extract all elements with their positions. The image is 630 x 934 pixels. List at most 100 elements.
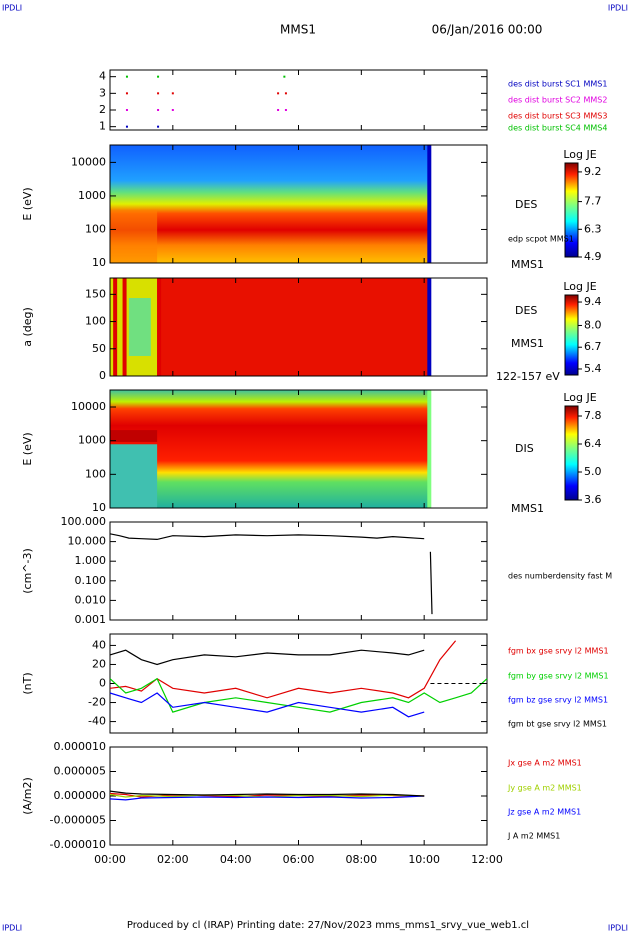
x-tick-label: 00:00 — [94, 853, 126, 866]
burst-mark — [157, 75, 160, 78]
footer: Produced by cl (IRAP) Printing date: 27/… — [127, 920, 529, 931]
x-tick-label: 04:00 — [220, 853, 252, 866]
legend-entry: Jy gse A m2 MMS1 — [507, 784, 582, 793]
spectrogram — [128, 298, 151, 356]
panel-frame — [109, 69, 488, 131]
legend-entry: fgm by gse srvy l2 MMS1 — [508, 672, 609, 681]
y-tick-label: 10.000 — [68, 535, 107, 548]
x-tick-label: 08:00 — [345, 853, 377, 866]
y-axis-label: a (deg) — [21, 307, 34, 347]
y-tick-label: 3 — [99, 86, 106, 99]
colorbar — [564, 162, 579, 258]
legend-entry: Jz gse A m2 MMS1 — [507, 808, 581, 817]
side-label: edp scpot MMS1 — [508, 235, 574, 244]
y-tick-label: 20 — [92, 657, 106, 670]
y-axis-label: (cm^-3) — [21, 548, 34, 594]
mission: MMS1 — [280, 23, 316, 37]
legend-entry: fgm bx gse srvy l2 MMS1 — [508, 647, 609, 656]
y-tick-label: 10 — [92, 256, 106, 269]
data-line — [109, 795, 425, 801]
y-tick-label: 0.010 — [75, 593, 107, 606]
y-tick-label: 100 — [85, 315, 106, 328]
y-tick-label: 40 — [92, 638, 106, 651]
corner-mark: IPDLI — [2, 924, 22, 933]
burst-mark — [157, 125, 160, 128]
data-line — [109, 692, 425, 718]
colorbar-tick-label: 5.4 — [584, 362, 602, 375]
corner-mark: IPDLI — [2, 4, 22, 13]
burst-mark — [125, 109, 128, 111]
burst-mark — [277, 92, 280, 95]
y-axis-label: E (eV) — [21, 187, 34, 220]
y-axis-label: (nT) — [21, 672, 34, 694]
spectrogram — [427, 278, 432, 376]
colorbar-title: Log JE — [563, 391, 596, 404]
colorbar-tick-label: 6.4 — [584, 437, 602, 450]
legend-entry: des dist burst SC1 MMS1 — [508, 80, 607, 89]
data-line — [109, 793, 425, 798]
y-tick-label: 0.100 — [75, 574, 107, 587]
colorbar-tick-label: 3.6 — [584, 493, 602, 506]
spectrogram — [110, 430, 158, 442]
x-tick-label: 02:00 — [157, 853, 189, 866]
colorbar-tick-label: 9.4 — [584, 295, 602, 308]
y-tick-label: 10 — [92, 501, 106, 514]
legend-entry: Jx gse A m2 MMS1 — [507, 759, 582, 768]
side-label: DES — [515, 198, 537, 211]
y-tick-label: -20 — [88, 696, 106, 709]
y-tick-label: 2 — [99, 103, 106, 116]
spectrogram — [427, 390, 432, 508]
burst-mark — [284, 109, 287, 111]
y-axis-label: E (eV) — [21, 432, 34, 465]
legend-entry: des dist burst SC3 MMS3 — [508, 112, 607, 121]
y-tick-label: 1 — [99, 120, 106, 133]
legend-entry: J A m2 MMS1 — [507, 832, 560, 841]
colorbar-tick-label: 7.7 — [584, 195, 602, 208]
data-line — [109, 790, 425, 797]
y-tick-label: 0 — [99, 677, 106, 690]
colorbar-tick-label: 6.7 — [584, 340, 602, 353]
side-label: MMS1 — [511, 337, 544, 350]
burst-mark — [157, 92, 160, 95]
colorbar-tick-label: 8.0 — [584, 318, 602, 331]
corner-mark: IPDLI — [608, 924, 628, 933]
colorbar — [564, 294, 579, 376]
legend-entry: fgm bz gse srvy l2 MMS1 — [508, 696, 608, 705]
colorbar-tick-label: 5.0 — [584, 465, 602, 478]
legend-entry: des dist burst SC2 MMS2 — [508, 96, 607, 105]
side-label: 122-157 eV — [496, 370, 560, 383]
data-line — [109, 649, 425, 666]
date: 06/Jan/2016 00:00 — [432, 23, 543, 37]
colorbar-title: Log JE — [563, 148, 596, 161]
corner-mark: IPDLI — [608, 4, 628, 13]
y-tick-label: 0.000005 — [54, 765, 107, 778]
y-tick-label: 100.000 — [61, 515, 107, 528]
x-tick-label: 12:00 — [471, 853, 503, 866]
y-tick-label: -40 — [88, 715, 106, 728]
spectrogram — [110, 209, 158, 263]
colorbar-tick-label: 4.9 — [584, 250, 602, 263]
data-line — [109, 677, 488, 713]
side-label: DES — [515, 304, 537, 317]
y-tick-label: 150 — [85, 287, 106, 300]
spectrogram — [110, 145, 431, 263]
y-axis-label: (A/m2) — [21, 777, 34, 815]
y-tick-label: 10000 — [71, 400, 106, 413]
burst-mark — [277, 109, 280, 111]
y-tick-label: 0 — [99, 369, 106, 382]
burst-mark — [283, 75, 286, 78]
legend-entry: fgm bt gse srvy l2 MMS1 — [508, 720, 607, 729]
y-tick-label: -0.000010 — [50, 838, 106, 851]
burst-mark — [171, 109, 174, 111]
spectrogram — [427, 145, 432, 263]
y-tick-label: 0.000010 — [54, 740, 107, 753]
side-label: MMS1 — [511, 258, 544, 271]
y-tick-label: 1.000 — [75, 554, 107, 567]
colorbar-tick-label: 9.2 — [584, 165, 602, 178]
side-label: des numberdensity fast M — [508, 572, 612, 581]
y-tick-label: 100 — [85, 467, 106, 480]
y-tick-label: -0.000005 — [50, 814, 106, 827]
y-tick-label: 1000 — [78, 189, 106, 202]
burst-mark — [284, 92, 287, 95]
